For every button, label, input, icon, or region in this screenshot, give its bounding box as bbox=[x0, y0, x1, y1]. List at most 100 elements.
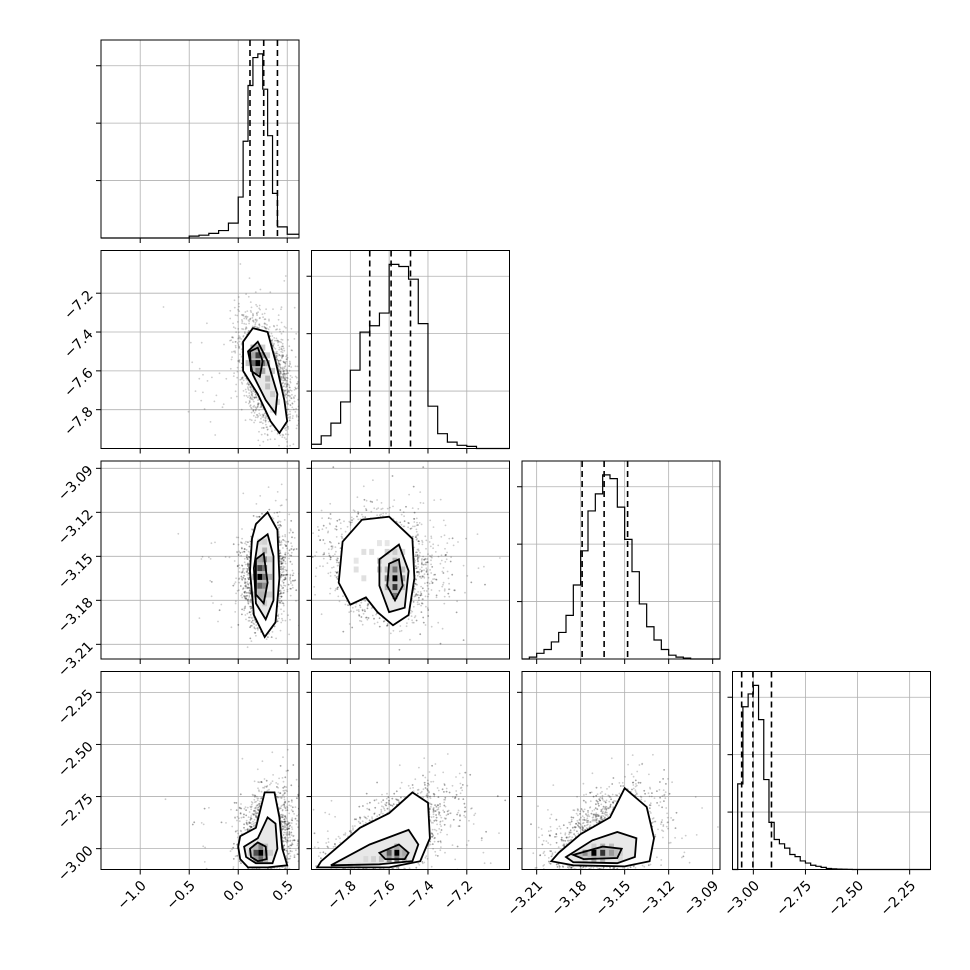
sample-point bbox=[261, 427, 263, 429]
sample-point bbox=[282, 385, 285, 388]
density-pixel bbox=[255, 360, 261, 367]
sample-point bbox=[243, 574, 245, 577]
sample-point bbox=[273, 337, 276, 339]
sample-point bbox=[277, 340, 280, 342]
sample-point bbox=[300, 435, 302, 437]
sample-point bbox=[262, 414, 265, 417]
sample-point bbox=[248, 611, 251, 614]
sample-point bbox=[248, 619, 251, 622]
sample-point bbox=[282, 539, 284, 541]
sample-point bbox=[280, 348, 282, 350]
sample-point bbox=[253, 411, 256, 414]
sample-point bbox=[248, 594, 251, 597]
sample-point bbox=[198, 367, 201, 370]
sample-point bbox=[282, 587, 285, 589]
sample-point bbox=[247, 381, 249, 384]
sample-point bbox=[247, 389, 250, 391]
sample-point bbox=[250, 598, 253, 601]
sample-point bbox=[245, 391, 248, 393]
sample-point bbox=[245, 540, 247, 543]
sample-point bbox=[238, 550, 241, 553]
sample-point bbox=[287, 394, 289, 397]
sample-point bbox=[235, 577, 238, 580]
sample-point bbox=[280, 560, 283, 563]
sample-point bbox=[280, 592, 282, 595]
sample-point bbox=[215, 394, 218, 397]
sample-point bbox=[280, 562, 283, 565]
sample-point bbox=[249, 405, 252, 407]
sample-point bbox=[284, 560, 286, 563]
sample-point bbox=[240, 541, 242, 544]
sample-point bbox=[291, 545, 293, 548]
sample-point bbox=[291, 579, 294, 582]
sample-point bbox=[247, 568, 250, 571]
sample-point bbox=[288, 399, 291, 402]
sample-point bbox=[258, 515, 261, 518]
sample-point bbox=[293, 400, 296, 403]
sample-point bbox=[247, 598, 250, 601]
sample-point bbox=[248, 587, 251, 589]
sample-point bbox=[251, 325, 254, 328]
sample-point bbox=[280, 600, 283, 602]
sample-point bbox=[282, 389, 285, 392]
sample-point bbox=[287, 402, 289, 405]
sample-point bbox=[289, 579, 291, 581]
sample-point bbox=[277, 521, 279, 524]
sample-point bbox=[289, 577, 292, 579]
sample-point bbox=[249, 386, 252, 389]
sample-point bbox=[238, 571, 241, 573]
sample-point bbox=[262, 316, 264, 319]
sample-point bbox=[286, 369, 288, 372]
sample-point bbox=[334, 367, 336, 369]
sample-point bbox=[289, 374, 292, 377]
sample-point bbox=[202, 373, 204, 376]
sample-point bbox=[232, 341, 234, 344]
sample-point bbox=[232, 336, 234, 339]
sample-point bbox=[283, 579, 286, 581]
sample-point bbox=[245, 394, 248, 397]
sample-point bbox=[232, 326, 235, 329]
sample-point bbox=[284, 576, 287, 579]
sample-point bbox=[282, 604, 285, 607]
sample-point bbox=[268, 508, 271, 511]
sample-point bbox=[285, 544, 287, 547]
sample-point bbox=[261, 512, 263, 515]
sample-point bbox=[307, 326, 309, 328]
sample-point bbox=[243, 317, 246, 320]
sample-point bbox=[280, 341, 283, 344]
sample-point bbox=[277, 340, 280, 343]
sample-point bbox=[286, 588, 289, 591]
sample-point bbox=[269, 438, 272, 441]
sample-point bbox=[251, 394, 254, 397]
sample-point bbox=[278, 364, 281, 367]
sample-point bbox=[241, 564, 243, 567]
sample-point bbox=[286, 400, 289, 403]
sample-point bbox=[262, 416, 265, 418]
sample-point bbox=[285, 544, 287, 547]
sample-point bbox=[246, 586, 249, 589]
sample-point bbox=[269, 425, 272, 428]
density-panel-0-1 bbox=[96, 250, 336, 454]
sample-point bbox=[244, 581, 247, 584]
sample-point bbox=[238, 345, 240, 348]
sample-point bbox=[280, 602, 282, 605]
panel-frame bbox=[100, 250, 300, 449]
sample-point bbox=[281, 575, 284, 577]
sample-point bbox=[256, 314, 258, 317]
sample-point bbox=[279, 592, 282, 595]
sample-point bbox=[282, 370, 285, 373]
sample-point bbox=[244, 578, 247, 580]
sample-point bbox=[289, 415, 291, 418]
sample-point bbox=[238, 361, 241, 364]
sample-point bbox=[314, 564, 316, 566]
sample-point bbox=[252, 410, 255, 412]
sample-point bbox=[245, 293, 248, 295]
sample-point bbox=[258, 324, 261, 327]
sample-point bbox=[240, 338, 243, 340]
sample-point bbox=[209, 579, 212, 582]
sample-point bbox=[214, 541, 216, 544]
sample-point bbox=[241, 328, 243, 330]
sample-point bbox=[275, 358, 278, 361]
sample-point bbox=[264, 433, 266, 435]
sample-point bbox=[277, 361, 280, 364]
